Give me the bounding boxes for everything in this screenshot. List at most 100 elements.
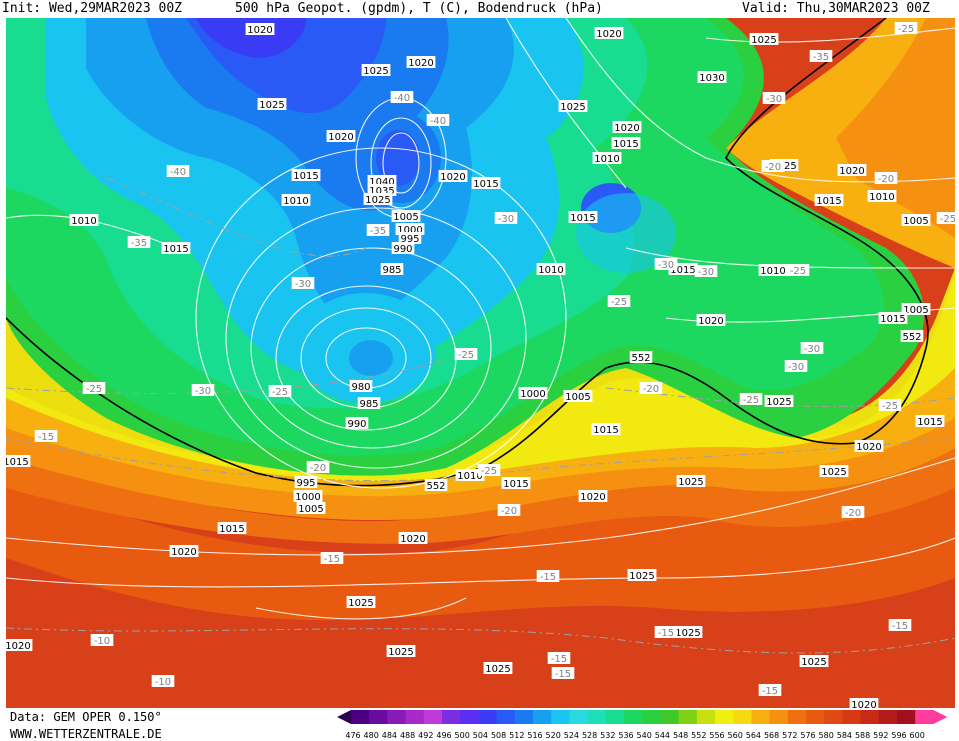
scale-swatch (787, 710, 807, 724)
scale-label: 500 (455, 731, 470, 740)
temperature-label-box (739, 393, 763, 405)
temperature-label: -20 (497, 504, 521, 517)
pressure-label-text: 1020 (698, 316, 723, 327)
temperature-label-text: -25 (86, 384, 102, 395)
forecast-map[interactable]: 1020 1020 1020 1025 1025 1030 1025 1025 1020 1020… (6, 18, 955, 708)
scale-swatch (351, 710, 370, 724)
pressure-label-box (363, 193, 393, 205)
pressure-label: 1005 (901, 303, 931, 316)
temperature-label: -10 (90, 634, 114, 647)
pressure-label: 1010 (455, 469, 485, 482)
temperature-label-box (654, 626, 678, 638)
pressure-label-box (349, 380, 373, 392)
pressure-label-text: 1015 (613, 139, 638, 150)
pressure-label-box (326, 130, 356, 142)
temperature-label-box (90, 634, 114, 646)
temperature-label-text: -20 (765, 162, 781, 173)
pressure-label-text: 1010 (71, 216, 96, 227)
pressure-label-box (764, 395, 794, 407)
scale-label: 560 (728, 731, 743, 740)
temperature-label: -30 (694, 265, 718, 278)
scale-swatch (587, 710, 607, 724)
temperature-label-text: -40 (394, 93, 410, 104)
pressure-label: 1020 (245, 23, 275, 36)
contour-552-label-box (629, 351, 653, 363)
temperature-label-box (800, 342, 824, 354)
temperature-label-box (547, 652, 571, 664)
geopotential-band-504 (196, 18, 306, 58)
temperature-label-box (366, 224, 390, 236)
temperature-label-text: -40 (430, 116, 446, 127)
trough-labels: 552 552 552 (424, 330, 924, 492)
temperature-label: -25 (739, 393, 763, 406)
website-credit[interactable]: WWW.WETTERZENTRALE.DE (10, 727, 162, 741)
pressure-label-text: 1025 (821, 467, 846, 478)
pressure-label-box (518, 387, 548, 399)
pressure-label-box (563, 390, 593, 402)
temperature-label: -30 (291, 277, 315, 290)
pressure-label-text: 1020 (580, 492, 605, 503)
temperature-label: -15 (536, 570, 560, 583)
pressure-label: 1015 (814, 194, 844, 207)
scale-swatch (387, 710, 407, 724)
scale-label: 524 (564, 731, 579, 740)
scale-label: 504 (473, 731, 488, 740)
pressure-label: 1000 (518, 387, 548, 400)
scale-label: 488 (400, 731, 415, 740)
scale-label: 512 (509, 731, 524, 740)
pressure-label-box (6, 455, 31, 467)
pressure-label-box (438, 170, 468, 182)
temperature-label-text: -20 (845, 508, 861, 519)
pressure-label-box (6, 639, 33, 651)
pressure-label: 1015 (161, 242, 191, 255)
color-scale-bar: 476 480 484 488 492 496 500 504 508 512 516 520 524 5… (337, 710, 948, 740)
pressure-label-box (591, 423, 621, 435)
temperature-label-text: -25 (458, 350, 474, 361)
pressure-label-box (854, 440, 884, 452)
temperature-label-box (761, 160, 785, 172)
scale-swatch (624, 710, 643, 724)
pressure-label-text: 995 (400, 234, 419, 245)
scale-label: 492 (418, 731, 433, 740)
pressure-label-text: 1020 (400, 534, 425, 545)
temperature-label: -20 (874, 172, 898, 185)
pressure-label-text: 1005 (903, 305, 928, 316)
contour-552-label-box (424, 479, 448, 491)
pressure-label-text: 1020 (328, 132, 353, 143)
warm-tongue-northeast-inner (836, 18, 955, 238)
pressure-label: 1015 (6, 455, 31, 468)
pressure-label-text: 1025 (766, 397, 791, 408)
pressure-label: 1010 (592, 152, 622, 165)
pressure-label-box (594, 27, 624, 39)
temperature-label-text: -35 (131, 238, 147, 249)
scale-label: 484 (382, 731, 397, 740)
scale-swatch (369, 710, 388, 724)
temperature-label-text: -30 (804, 344, 820, 355)
pressure-label: 1005 (563, 390, 593, 403)
temperature-label-text: -25 (743, 395, 759, 406)
temperature-label-box (320, 552, 344, 564)
pressure-label-text: 1020 (596, 29, 621, 40)
temperature-label: -25 (878, 399, 902, 412)
temperature-label-box (291, 277, 315, 289)
temperature-label: -15 (34, 430, 58, 443)
pressure-label-text: 985 (359, 399, 378, 410)
temperature-label-box (654, 258, 678, 270)
scale-right-arrow (933, 710, 948, 724)
pressure-label-box (346, 596, 376, 608)
contour-552-label: 552 (900, 330, 924, 343)
pressure-label-text: 1025 (348, 598, 373, 609)
scale-label: 520 (546, 731, 561, 740)
scale-label: 544 (655, 731, 670, 740)
temperature-label-box (878, 399, 902, 411)
pressure-label-text: 985 (382, 265, 401, 276)
pressure-labels: 1020 1020 1020 1025 1025 1030 1025 1025 1020 1020… (6, 23, 945, 708)
pressure-label-text: 1020 (614, 123, 639, 134)
temperature-label-box (762, 92, 786, 104)
pressure-label-box (455, 469, 485, 481)
temperature-label: -20 (841, 506, 865, 519)
geopotential-band-572 (6, 348, 955, 621)
scale-swatch (715, 710, 734, 724)
contour-552-label-text: 552 (631, 353, 650, 364)
pressure-label-box (398, 532, 428, 544)
